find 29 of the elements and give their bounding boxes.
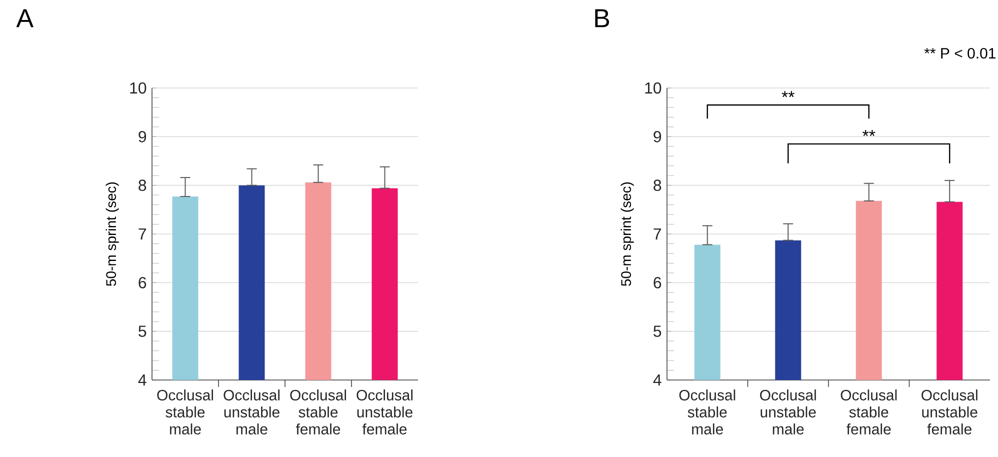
y-tick-label: 5 — [138, 326, 146, 337]
x-tick-label: Occlusal stable female — [290, 389, 346, 434]
y-tick-label: 10 — [645, 82, 662, 94]
y-tick-label: 8 — [654, 180, 662, 191]
y-axis-title: 50-m sprint (sec) — [106, 182, 119, 286]
y-tick-label: 9 — [138, 131, 146, 142]
x-tick-label: Occlusal unstable female — [356, 389, 412, 434]
x-tick-label: Occlusal unstable male — [760, 389, 816, 434]
y-tick-label: 7 — [138, 228, 146, 240]
text: ** P < 0.01 — [924, 48, 996, 59]
y-tick-label: 7 — [654, 228, 661, 240]
chart-title: B — [595, 9, 610, 28]
x-tick-label: Occlusal unstable female — [922, 389, 978, 434]
y-tick-label: 4 — [653, 374, 662, 386]
x-tick-label: Occlusal stable male — [157, 389, 213, 434]
y-tick-label: 8 — [138, 180, 146, 191]
x-tick-label: Occlusal stable male — [679, 389, 736, 434]
y-axis-title: 50-m sprint (sec) — [620, 182, 634, 286]
y-tick-label: 6 — [654, 276, 662, 288]
chart-title: A — [16, 9, 34, 28]
annotation: ** — [862, 130, 876, 136]
y-tick-label: 6 — [138, 276, 146, 288]
x-tick-label: Occlusal stable female — [840, 389, 897, 434]
y-tick-label: 4 — [138, 374, 146, 386]
x-tick-label: Occlusal unstable male — [224, 389, 280, 434]
annotation: ** — [782, 91, 794, 98]
y-tick-label: 10 — [130, 82, 146, 94]
y-tick-label: 5 — [654, 326, 662, 337]
y-tick-label: 9 — [654, 131, 662, 142]
